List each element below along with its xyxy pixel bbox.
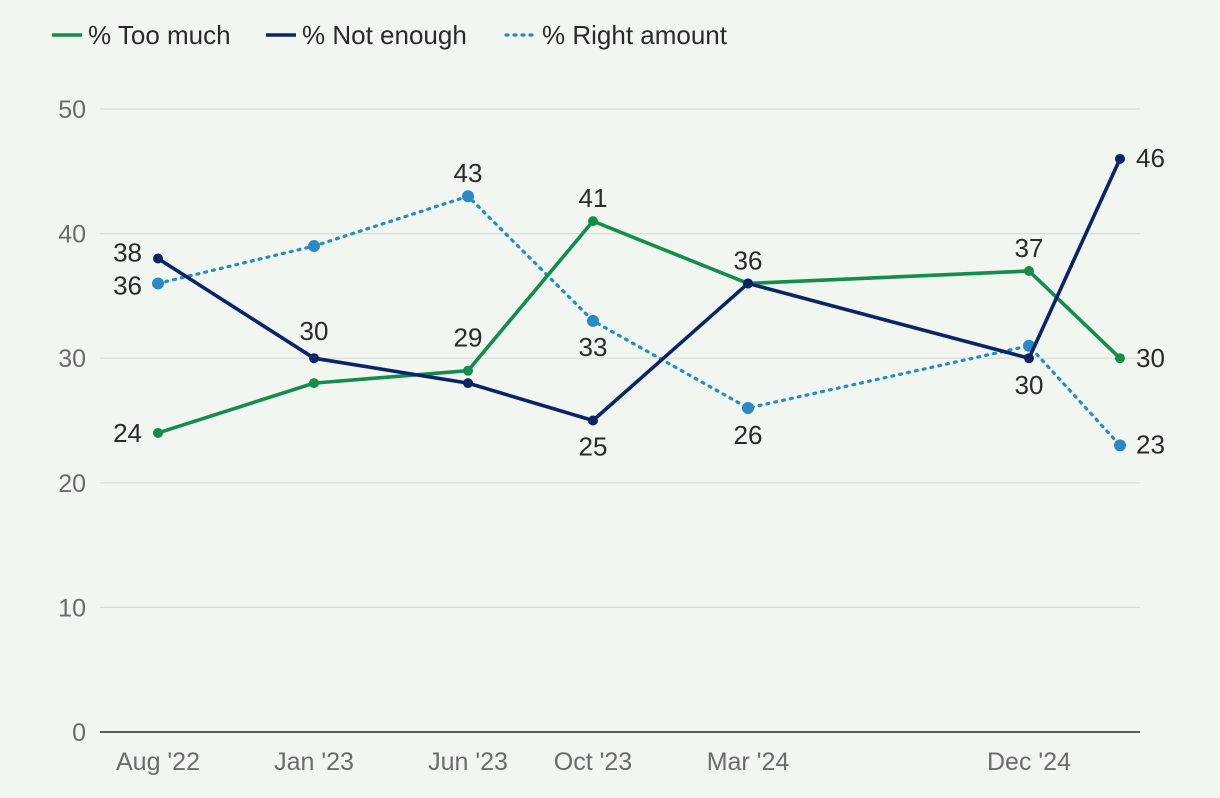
y-tick-label: 30	[58, 345, 86, 373]
series-line-1	[157, 158, 1122, 423]
x-tick-label: Dec '24	[987, 748, 1071, 776]
legend-label-2: % Right amount	[542, 20, 728, 50]
data-label-1-1: 30	[300, 316, 329, 346]
data-label-0-2: 29	[454, 323, 483, 353]
data-label-1-5: 30	[1015, 370, 1044, 400]
data-point-2-0	[152, 277, 164, 290]
y-tick-label: 0	[72, 719, 86, 747]
data-point-1-1	[309, 353, 319, 364]
data-label-2-2: 43	[454, 158, 483, 188]
x-tick-label: Jan '23	[274, 748, 354, 776]
data-label-0-0: 24	[113, 418, 142, 448]
data-point-2-4	[742, 402, 754, 415]
data-point-0-3	[588, 216, 598, 227]
data-label-0-3: 41	[579, 183, 608, 213]
data-point-0-1	[309, 378, 319, 389]
legend-label-0: % Too much	[88, 20, 231, 50]
data-label-2-3: 33	[579, 332, 608, 362]
data-label-0-6: 30	[1136, 343, 1165, 373]
data-point-2-6	[1114, 439, 1126, 452]
data-label-1-6: 46	[1136, 143, 1165, 173]
data-point-1-5	[1024, 353, 1034, 364]
data-point-1-3	[588, 415, 598, 426]
data-point-1-2	[463, 378, 473, 389]
data-point-2-3	[587, 314, 599, 327]
data-point-0-5	[1024, 265, 1034, 276]
data-point-0-0	[153, 427, 163, 438]
y-tick-label: 10	[58, 594, 86, 622]
axes: 0 10 20 30 40 50 Aug '22 Jan '23 Jun '23 Oct '23 M…	[58, 96, 1140, 776]
data-label-1-3: 25	[579, 432, 608, 462]
data-label-1-4: 36	[734, 245, 763, 275]
y-tick-label: 50	[58, 96, 86, 124]
legend: % Too much % Not enough % Right amount	[52, 20, 728, 50]
data-point-2-2	[462, 190, 474, 203]
data-point-2-1	[308, 240, 320, 253]
x-tick-label: Jun '23	[428, 748, 508, 776]
y-tick-label: 40	[58, 221, 86, 249]
x-tick-label: Oct '23	[554, 748, 632, 776]
data-point-1-6	[1115, 153, 1125, 164]
x-tick-label: Aug '22	[116, 748, 200, 776]
data-label-2-0: 36	[113, 270, 142, 300]
x-tick-label: Mar '24	[707, 748, 790, 776]
grid	[100, 108, 1140, 609]
data-point-1-4	[743, 278, 753, 289]
data-point-0-2	[463, 365, 473, 376]
data-label-2-6: 23	[1136, 429, 1165, 459]
legend-label-1: % Not enough	[302, 20, 467, 50]
data-label-0-5: 37	[1015, 233, 1044, 263]
series-group	[152, 153, 1126, 452]
data-point-0-6	[1115, 353, 1125, 364]
data-label-2-4: 26	[734, 420, 763, 450]
y-tick-label: 20	[58, 470, 86, 498]
data-point-1-0	[153, 253, 163, 264]
data-label-1-0: 38	[113, 238, 142, 268]
data-labels: 24 29 41 37 30 38 30 25 36 30 46 36 43 33 26 23	[113, 143, 1165, 462]
